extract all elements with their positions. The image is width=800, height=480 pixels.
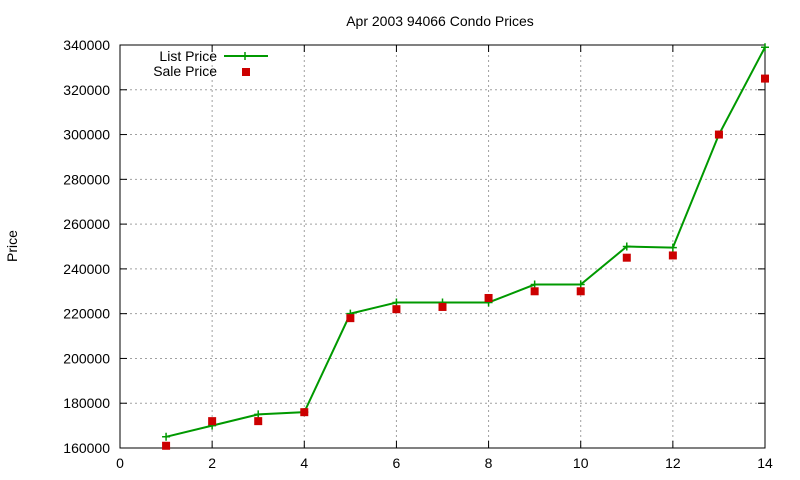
legend-marker-sale-price	[242, 68, 250, 76]
sale-price-point	[576, 287, 585, 296]
sale-price-point	[208, 417, 217, 426]
y-tick-label: 180000	[63, 395, 110, 411]
sale-price-point	[162, 441, 171, 450]
list-price-point	[530, 280, 539, 289]
sale-price-point	[300, 408, 309, 417]
x-tick-label: 4	[300, 455, 308, 471]
legend-marker-list-price	[241, 52, 249, 60]
series-line-list-price	[165, 46, 766, 438]
legend-label-sale-price: Sale Price	[153, 63, 217, 79]
list-price-point	[622, 242, 631, 251]
x-tick-label: 6	[393, 455, 401, 471]
sale-price-point	[392, 305, 401, 314]
chart-title: Apr 2003 94066 Condo Prices	[346, 13, 534, 29]
y-tick-label: 240000	[63, 261, 110, 277]
plot-border	[119, 44, 766, 449]
legend: List Price Sale Price	[153, 48, 268, 79]
grid-lines	[120, 45, 765, 448]
y-tick-label: 200000	[63, 350, 110, 366]
sale-price-point	[761, 74, 769, 83]
sale-price-point	[346, 314, 355, 323]
series	[162, 43, 769, 450]
x-tick-label: 10	[573, 455, 589, 471]
x-tick-label: 8	[485, 455, 493, 471]
y-tick-label: 320000	[63, 82, 110, 98]
y-tick-label: 300000	[63, 127, 110, 143]
y-axis-label: Price	[4, 230, 20, 262]
axis-ticks: 0 2 4 6 8 10 12 14 160000 180000 200000 220000 24000…	[63, 37, 773, 471]
sale-price-point	[668, 251, 677, 260]
list-price-point	[392, 298, 401, 307]
y-tick-label: 160000	[63, 440, 110, 456]
y-tick-label: 260000	[63, 216, 110, 232]
sale-price-point	[714, 130, 723, 139]
list-price-point	[761, 43, 769, 52]
list-price-point	[576, 280, 585, 289]
x-tick-label: 14	[757, 455, 773, 471]
x-tick-label: 0	[116, 455, 124, 471]
y-tick-label: 340000	[63, 37, 110, 53]
sale-price-point	[484, 293, 493, 302]
sale-price-point	[622, 253, 631, 262]
x-tick-label: 2	[208, 455, 216, 471]
list-price-point	[254, 410, 263, 419]
sale-price-point	[530, 287, 539, 296]
legend-label-list-price: List Price	[159, 48, 217, 64]
y-tick-label: 220000	[63, 306, 110, 322]
y-tick-label: 280000	[63, 171, 110, 187]
sale-price-point	[254, 417, 263, 426]
sale-price-point	[438, 302, 447, 311]
list-price-point	[668, 243, 677, 252]
x-tick-label: 12	[665, 455, 681, 471]
list-price-point	[162, 432, 171, 441]
